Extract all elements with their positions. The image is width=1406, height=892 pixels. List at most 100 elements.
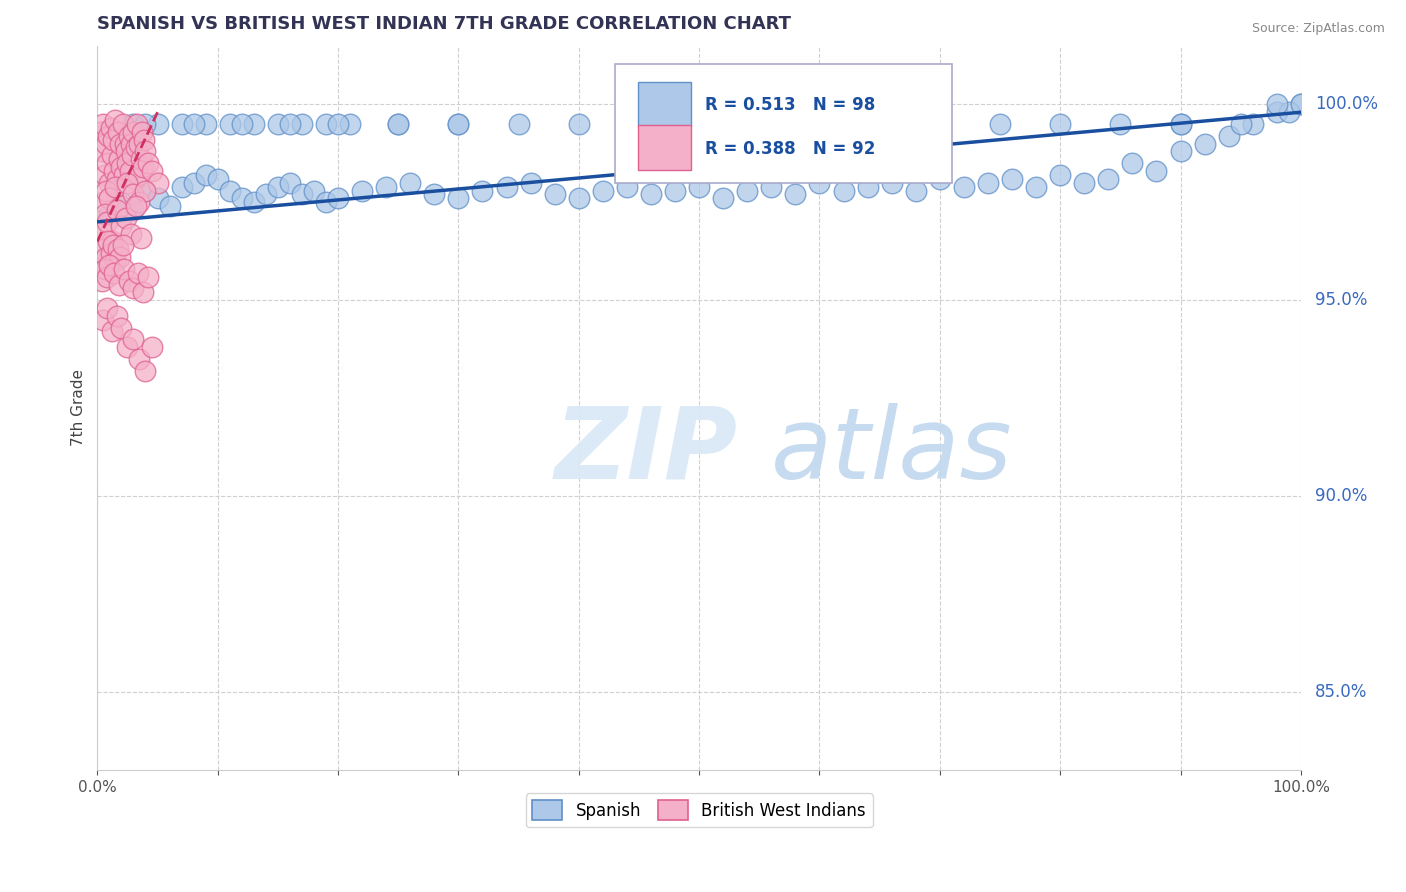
Point: [134, 133, 156, 147]
Point: [1289, 97, 1312, 112]
Point: [1278, 105, 1301, 120]
Point: [592, 184, 614, 198]
Point: [132, 160, 155, 174]
Point: [110, 219, 132, 233]
Point: [194, 168, 217, 182]
Point: [98, 176, 121, 190]
Point: [98, 191, 121, 205]
Point: [124, 171, 146, 186]
Point: [170, 117, 193, 131]
Point: [808, 117, 831, 131]
Point: [117, 340, 139, 354]
Point: [170, 179, 193, 194]
Legend: Spanish, British West Indians: Spanish, British West Indians: [526, 793, 873, 827]
Point: [110, 250, 132, 264]
Point: [278, 117, 301, 131]
Point: [101, 148, 124, 162]
Point: [748, 117, 770, 131]
Point: [110, 160, 132, 174]
Point: [105, 203, 128, 218]
Point: [688, 117, 710, 131]
Point: [132, 285, 155, 300]
Point: [134, 145, 156, 159]
Point: [1241, 117, 1264, 131]
Point: [326, 117, 349, 131]
Point: [134, 184, 156, 198]
Point: [98, 207, 121, 221]
Point: [375, 179, 398, 194]
Point: [117, 128, 139, 143]
Point: [423, 187, 446, 202]
Point: [953, 179, 976, 194]
Point: [785, 187, 807, 202]
Point: [125, 140, 148, 154]
Point: [122, 117, 145, 131]
Point: [104, 113, 127, 128]
Point: [291, 117, 314, 131]
Point: [243, 117, 266, 131]
Point: [117, 274, 139, 288]
Text: 90.0%: 90.0%: [1315, 487, 1368, 505]
Point: [141, 340, 163, 354]
Point: [977, 176, 1000, 190]
Point: [278, 176, 301, 190]
Point: [97, 128, 120, 143]
Point: [928, 117, 950, 131]
Point: [131, 125, 153, 139]
Point: [640, 187, 662, 202]
Point: [127, 168, 149, 182]
Point: [146, 117, 169, 131]
Point: [129, 152, 152, 166]
Point: [568, 191, 591, 205]
Point: [101, 133, 124, 147]
Point: [1097, 171, 1119, 186]
Point: [125, 199, 148, 213]
Point: [93, 312, 115, 326]
Point: [761, 179, 783, 194]
Point: [97, 235, 120, 249]
Point: [100, 120, 122, 135]
Point: [302, 184, 325, 198]
Point: [101, 325, 124, 339]
Point: [110, 195, 132, 210]
Point: [120, 227, 142, 241]
Point: [1073, 176, 1095, 190]
Point: [128, 195, 150, 210]
Point: [183, 176, 205, 190]
Point: [122, 187, 145, 202]
Point: [128, 351, 150, 366]
Point: [134, 184, 156, 198]
Text: SPANISH VS BRITISH WEST INDIAN 7TH GRADE CORRELATION CHART: SPANISH VS BRITISH WEST INDIAN 7TH GRADE…: [97, 15, 792, 33]
Point: [688, 117, 710, 131]
Point: [1121, 156, 1143, 170]
Point: [508, 117, 530, 131]
Point: [291, 187, 314, 202]
Point: [231, 117, 253, 131]
Point: [856, 179, 879, 194]
Point: [1170, 117, 1192, 131]
Point: [194, 117, 217, 131]
Point: [1001, 171, 1024, 186]
Point: [688, 179, 710, 194]
Point: [90, 125, 112, 139]
Point: [96, 269, 118, 284]
Point: [110, 320, 132, 334]
Point: [105, 309, 128, 323]
Point: [1229, 117, 1251, 131]
FancyBboxPatch shape: [638, 126, 690, 169]
Point: [627, 117, 650, 131]
Point: [91, 145, 114, 159]
FancyBboxPatch shape: [638, 82, 690, 126]
Point: [1170, 117, 1192, 131]
Point: [107, 242, 129, 256]
Point: [207, 171, 229, 186]
Point: [1109, 117, 1132, 131]
Point: [114, 136, 136, 151]
Point: [91, 222, 114, 236]
Point: [352, 184, 374, 198]
Point: [107, 125, 129, 139]
Point: [110, 136, 132, 151]
Point: [122, 125, 145, 139]
Point: [568, 117, 591, 131]
Point: [664, 184, 686, 198]
